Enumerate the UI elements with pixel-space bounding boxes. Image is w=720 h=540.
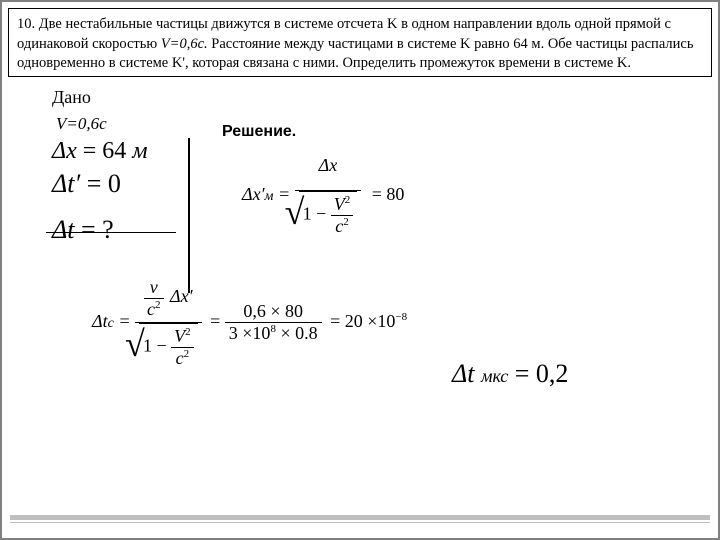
problem-number: 10. — [17, 16, 35, 32]
vertical-divider — [188, 138, 190, 293]
horizontal-divider — [46, 232, 176, 234]
formula-dxprime: Δx′м = Δx √ 1 − V2 c2 = 80 — [242, 155, 404, 237]
footer-bar-line — [10, 522, 710, 523]
f1-result: = 80 — [372, 184, 405, 204]
answer: Δt мкс = 0,2 — [452, 359, 568, 389]
content-area: Дано V=0,6c Δx = 64 м Δt′ = 0 Δt = ? Реш… — [52, 87, 698, 245]
solution-label: Решение. — [222, 123, 296, 141]
f2-fraction-numeric: 0,6 × 80 3 ×108 × 0.8 — [225, 301, 322, 344]
f1-num: Δx — [295, 155, 362, 191]
problem-box: 10. Две нестабильные частицы движутся в … — [8, 8, 712, 77]
f2-num: v c2 Δx′ — [135, 277, 202, 323]
formula-dt: Δtc = v c2 Δx′ √ 1 − V2 c2 — [92, 277, 407, 369]
f2-mid1: 0,6 × 80 — [225, 301, 322, 323]
dano-label: Дано — [52, 87, 698, 108]
f1-den: √ 1 − V2 c2 — [295, 191, 362, 237]
f2-result: = 20 ×10−8 — [330, 311, 407, 331]
footer-bar — [10, 515, 710, 520]
f2-mid2: 3 ×108 × 0.8 — [225, 323, 322, 344]
problem-velocity: V=0,6c. — [161, 36, 208, 52]
f2-den: √ 1 − V2 c2 — [135, 323, 202, 369]
f1-lhs: Δx′м = — [242, 184, 290, 204]
f2-fraction-main: v c2 Δx′ √ 1 − V2 c2 — [135, 277, 202, 369]
f1-fraction: Δx √ 1 − V2 c2 — [295, 155, 362, 237]
given-velocity: V=0,6c — [56, 114, 698, 134]
problem-text: 10. Две нестабильные частицы движутся в … — [17, 15, 703, 74]
